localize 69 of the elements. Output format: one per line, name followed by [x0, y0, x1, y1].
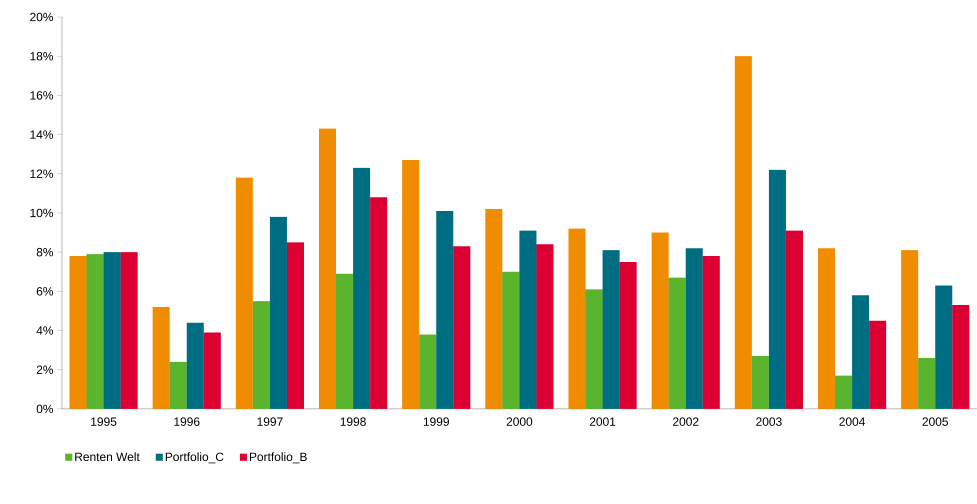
bar	[152, 307, 170, 409]
bar	[734, 56, 752, 409]
bar	[586, 289, 603, 409]
bar	[436, 211, 454, 409]
bar	[270, 216, 287, 409]
bar	[752, 356, 769, 409]
y-tick-label: 8%	[36, 248, 54, 256]
y-tick-label: 0%	[36, 404, 54, 414]
x-tick-label: 1998	[340, 417, 366, 426]
legend-label: Renten Welt	[75, 452, 140, 462]
bar	[869, 320, 886, 409]
bar	[370, 197, 388, 409]
bar	[236, 178, 253, 409]
bar	[918, 358, 936, 409]
legend-label: Portfolio_B	[250, 452, 307, 464]
bar	[602, 250, 620, 409]
bar	[536, 244, 554, 409]
bar	[86, 254, 104, 409]
bar	[702, 256, 720, 409]
bar	[252, 301, 270, 409]
x-tick-label: 2004	[839, 417, 865, 426]
y-tick-label: 6%	[36, 287, 54, 296]
x-tick-label: 2000	[506, 417, 532, 426]
y-tick-label: 18%	[30, 52, 54, 60]
x-tick-label: 2005	[922, 417, 948, 426]
bar	[786, 230, 803, 409]
bar	[668, 278, 686, 409]
bar	[204, 332, 221, 409]
bar	[818, 248, 836, 409]
bar	[318, 128, 336, 409]
bar	[620, 262, 637, 409]
x-tick-label: 2002	[673, 417, 698, 426]
x-tick-label: 1995	[91, 417, 116, 426]
bar	[901, 250, 918, 409]
bar	[835, 376, 852, 409]
y-tick-label: 10%	[30, 208, 54, 218]
x-tick-label: 2003	[756, 417, 782, 426]
y-tick-label: 4%	[36, 326, 54, 335]
x-tick-label: 1996	[174, 417, 200, 426]
legend-label: Portfolio_C	[166, 452, 224, 464]
bar	[286, 242, 304, 409]
bar	[104, 252, 121, 409]
bar	[120, 252, 138, 409]
bar	[768, 170, 786, 409]
bar	[402, 160, 420, 409]
bar	[69, 256, 87, 409]
y-tick-label: 20%	[30, 12, 54, 22]
x-tick-label: 2001	[590, 417, 616, 426]
bar	[353, 168, 370, 409]
bar	[453, 246, 470, 409]
bar	[502, 272, 520, 409]
y-tick-label: 16%	[30, 91, 54, 100]
bar	[568, 228, 586, 409]
y-tick-label: 14%	[30, 130, 54, 139]
bar	[852, 295, 870, 409]
bar	[935, 286, 952, 409]
bar	[686, 248, 703, 409]
bar	[186, 322, 204, 409]
bar	[485, 209, 502, 409]
bar	[652, 232, 669, 409]
bar	[952, 305, 970, 409]
y-tick-label: 2%	[36, 366, 54, 374]
x-tick-label: 1997	[258, 417, 283, 426]
bar	[519, 230, 536, 409]
bar	[170, 362, 187, 409]
x-tick-label: 1999	[424, 417, 449, 426]
bar	[336, 274, 354, 409]
y-tick-label: 12%	[30, 170, 54, 178]
bar	[419, 334, 436, 409]
